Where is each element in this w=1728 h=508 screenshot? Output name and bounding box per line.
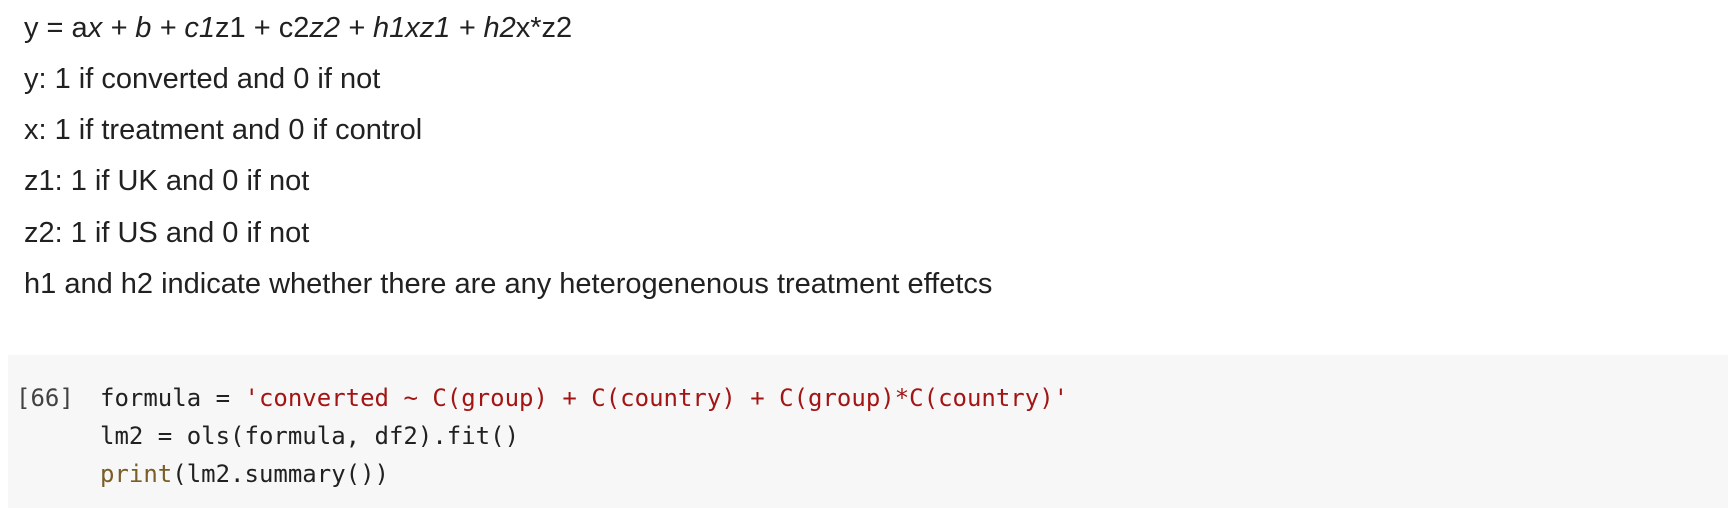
equation-part: y = a (24, 12, 88, 44)
code-editor[interactable]: formula = 'converted ~ C(group) + C(coun… (100, 379, 1068, 493)
equation-part-italic: x + b + c1 (87, 12, 216, 44)
code-string-token: 'converted ~ C(group) + C(country) + C(g… (244, 384, 1069, 412)
code-token: (lm2.summary()) (172, 460, 389, 488)
execution-count: [66] (16, 384, 74, 412)
definition-z1: z1: 1 if UK and 0 if not (24, 165, 310, 197)
equation-part: x*z2 (515, 12, 573, 44)
code-cell[interactable]: [66] formula = 'converted ~ C(group) + C… (8, 355, 1728, 508)
code-token: formula = (100, 384, 245, 412)
code-line-1: formula = 'converted ~ C(group) + C(coun… (100, 379, 1068, 417)
definition-y: y: 1 if converted and 0 if not (24, 63, 381, 95)
model-equation: y = ax + b + c1z1 + c2z2 + h1xz1 + h2x*z… (24, 11, 572, 45)
code-line-2: lm2 = ols(formula, df2).fit() (100, 422, 520, 450)
code-builtin-token: print (100, 460, 173, 488)
definition-x: x: 1 if treatment and 0 if control (24, 114, 423, 146)
code-line-3: print(lm2.summary()) (100, 455, 1068, 493)
equation-part-italic: z2 + h1xz1 + h2 (309, 12, 516, 44)
equation-part: z1 + c2 (215, 12, 310, 44)
definition-h: h1 and h2 indicate whether there are any… (24, 268, 993, 300)
definition-z2: z2: 1 if US and 0 if not (24, 217, 310, 249)
